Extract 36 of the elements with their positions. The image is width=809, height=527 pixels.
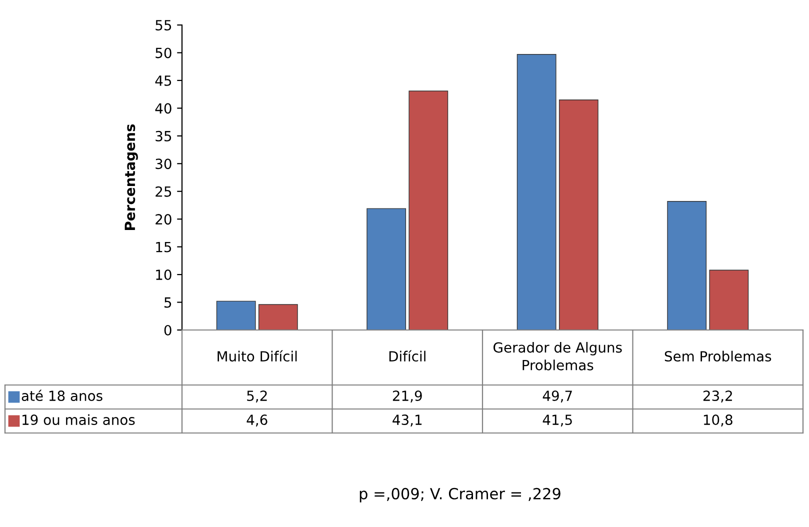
bar [366,208,406,330]
y-tick-label: 20 [156,214,172,225]
bar [667,200,707,330]
y-tick-label: 50 [156,48,172,58]
data-label: 41,5 [542,414,572,426]
y-tick-label: 0 [164,324,172,336]
y-tick-label: 5 [164,297,172,308]
data-label: 49,7 [542,390,572,402]
bar [216,300,256,330]
x-tick-label: Sem Problemas [664,350,772,362]
y-axis-title: Percentagens [124,124,138,230]
y-tick-label: 55 [156,20,172,30]
legend-label: 19 ou mais anos [22,414,135,426]
text: p =,009; V. Cramer = ,229 [360,488,560,502]
y-tick-label: 45 [155,76,172,86]
data-label: 23,2 [703,390,732,402]
data-label: 10,8 [704,414,732,426]
y-tick-label: 35 [156,130,172,142]
x-tick-label: Muito Difícil [218,350,297,362]
bar [709,270,749,330]
bar [408,90,448,330]
legend-label: até 18 anos [22,390,102,402]
x-tick-label: Difícil [389,350,426,362]
y-tick-label: 10 [156,270,172,280]
y-tick-label: 25 [156,186,172,197]
data-label: 21,9 [392,390,422,402]
x-tick-label: Gerador de Alguns Problemas [494,342,622,370]
data-label: 43,1 [392,414,422,426]
bar [258,304,298,330]
bar [516,54,556,330]
bar [558,100,598,330]
data-label: 4,6 [246,414,268,426]
y-tick-label: 15 [156,242,172,252]
data-label: 5,2 [247,390,267,402]
y-tick-label: 40 [155,103,172,114]
y-tick-label: 30 [156,158,172,170]
